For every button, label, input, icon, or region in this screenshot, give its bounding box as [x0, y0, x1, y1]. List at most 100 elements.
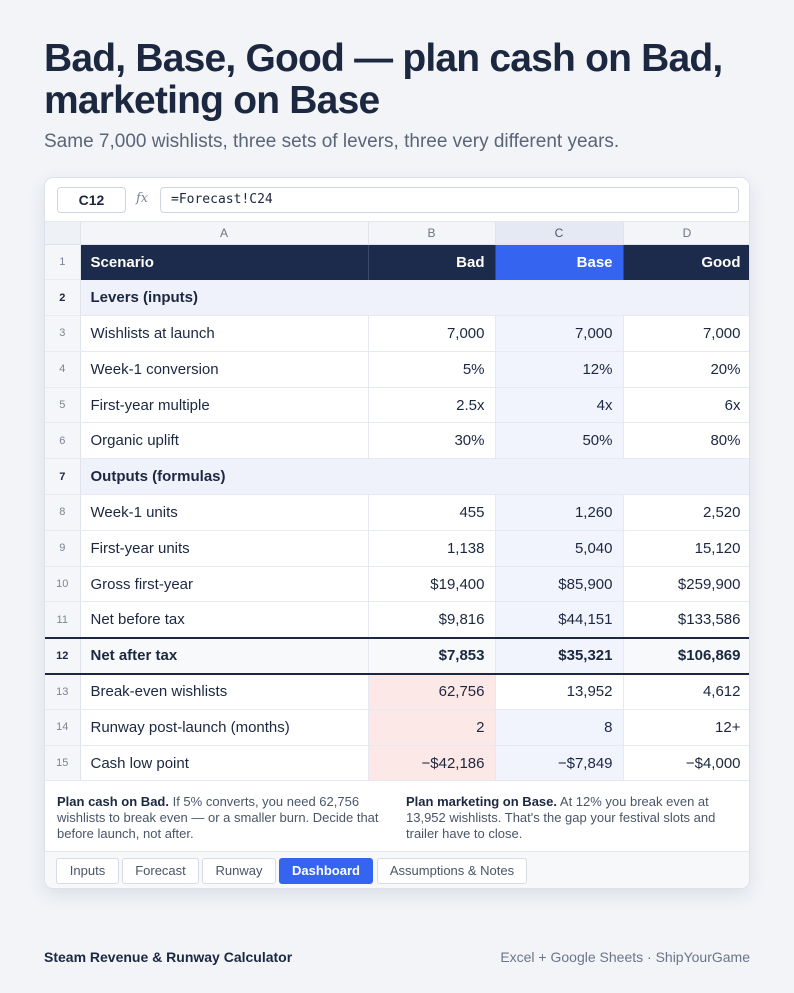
cell-good[interactable]: −$4,000	[623, 745, 749, 782]
cell-bad-header[interactable]: Bad	[368, 244, 496, 280]
cell-label[interactable]: Organic uplift	[80, 422, 369, 460]
function-icon: fx	[136, 191, 149, 206]
cell-scenario-header[interactable]: Scenario	[80, 244, 369, 280]
row-number[interactable]: 14	[45, 709, 81, 746]
cell-bad[interactable]: 2.5x	[368, 387, 496, 424]
row-number[interactable]: 12	[45, 636, 81, 675]
row-number[interactable]: 3	[45, 315, 81, 352]
cell-base[interactable]: $44,151	[495, 601, 624, 639]
cell-bad[interactable]: 2	[368, 709, 496, 746]
table-row: 15 Cash low point −$42,186 −$7,849 −$4,0…	[45, 745, 749, 782]
cell-good[interactable]: $106,869	[623, 636, 749, 675]
formula-input[interactable]: =Forecast!C24	[160, 187, 739, 213]
row-number[interactable]: 6	[45, 422, 81, 460]
cell-base[interactable]: 12%	[495, 351, 624, 388]
cell-label[interactable]: Break-even wishlists	[80, 673, 369, 710]
table-row: 10 Gross first-year $19,400 $85,900 $259…	[45, 566, 749, 603]
row-number[interactable]: 4	[45, 351, 81, 388]
tab-inputs[interactable]: Inputs	[56, 858, 119, 884]
cell-good[interactable]: 4,612	[623, 673, 749, 710]
cell-label[interactable]: Week-1 units	[80, 494, 369, 531]
cell-label[interactable]: Gross first-year	[80, 566, 369, 603]
row-number[interactable]: 5	[45, 387, 81, 424]
cell-bad[interactable]: $7,853	[368, 636, 496, 675]
row-number[interactable]: 7	[45, 458, 81, 496]
cell-bad[interactable]: 30%	[368, 422, 496, 460]
tab-runway[interactable]: Runway	[202, 858, 276, 884]
cell-bad[interactable]: $19,400	[368, 566, 496, 603]
cell-bad[interactable]: 1,138	[368, 530, 496, 567]
row-number[interactable]: 9	[45, 530, 81, 567]
page-headline: Bad, Base, Good — plan cash on Bad, mark…	[44, 37, 723, 122]
footer-product-name: Steam Revenue & Runway Calculator	[44, 949, 293, 965]
cell-bad[interactable]: 455	[368, 494, 496, 531]
cell-bad[interactable]: −$42,186	[368, 745, 496, 782]
section-row-levers: 2 Levers (inputs)	[45, 279, 749, 317]
note-bad-body: If 5% converts, you need 62,756 wishlist…	[57, 794, 379, 841]
cell-label[interactable]: Wishlists at launch	[80, 315, 369, 352]
note-base-title: Plan marketing on Base.	[406, 794, 557, 809]
note-base-body: At 12% you break even at 13,952 wishlist…	[406, 794, 716, 841]
cell-good-header[interactable]: Good	[623, 244, 749, 280]
cell-base[interactable]: 5,040	[495, 530, 624, 567]
tab-assumptions-notes[interactable]: Assumptions & Notes	[377, 858, 527, 884]
tab-dashboard[interactable]: Dashboard	[279, 858, 373, 884]
row-number[interactable]: 11	[45, 601, 81, 639]
note-bad-title: Plan cash on Bad.	[57, 794, 169, 809]
cell-good[interactable]: 15,120	[623, 530, 749, 567]
cell-label[interactable]: First-year multiple	[80, 387, 369, 424]
cell-bad[interactable]: 5%	[368, 351, 496, 388]
cell-label[interactable]: Runway post-launch (months)	[80, 709, 369, 746]
row-number[interactable]: 13	[45, 673, 81, 710]
page-subhead: Same 7,000 wishlists, three sets of leve…	[44, 131, 620, 152]
row-number[interactable]: 8	[45, 494, 81, 531]
cell-good[interactable]: 20%	[623, 351, 749, 388]
select-all-corner[interactable]	[45, 222, 81, 245]
cell-label[interactable]: First-year units	[80, 530, 369, 567]
spreadsheet-card: C12 fx =Forecast!C24 A B C D 1 Scenario …	[44, 177, 750, 889]
cell-good[interactable]: $259,900	[623, 566, 749, 603]
row-number[interactable]: 15	[45, 745, 81, 782]
tab-forecast[interactable]: Forecast	[122, 858, 199, 884]
cell-bad[interactable]: $9,816	[368, 601, 496, 639]
total-row-net-after-tax: 12 Net after tax $7,853 $35,321 $106,869	[45, 636, 749, 675]
cell-label[interactable]: Net after tax	[80, 636, 369, 675]
cell-good[interactable]: 12+	[623, 709, 749, 746]
column-header-c[interactable]: C	[495, 222, 624, 245]
cell-good[interactable]: 6x	[623, 387, 749, 424]
table-row: 5 First-year multiple 2.5x 4x 6x	[45, 387, 749, 424]
column-header-b[interactable]: B	[368, 222, 496, 245]
note-base: Plan marketing on Base. At 12% you break…	[406, 794, 741, 842]
cell-good[interactable]: 80%	[623, 422, 749, 460]
column-header-d[interactable]: D	[623, 222, 749, 245]
section-label[interactable]: Outputs (formulas)	[80, 458, 749, 496]
cell-good[interactable]: 2,520	[623, 494, 749, 531]
cell-base[interactable]: 4x	[495, 387, 624, 424]
cell-label[interactable]: Cash low point	[80, 745, 369, 782]
cell-label[interactable]: Net before tax	[80, 601, 369, 639]
cell-base[interactable]: 7,000	[495, 315, 624, 352]
row-number[interactable]: 2	[45, 279, 81, 317]
cell-bad[interactable]: 7,000	[368, 315, 496, 352]
cell-bad[interactable]: 62,756	[368, 673, 496, 710]
cell-label[interactable]: Week-1 conversion	[80, 351, 369, 388]
cell-base[interactable]: 50%	[495, 422, 624, 460]
section-label[interactable]: Levers (inputs)	[80, 279, 749, 317]
cell-base[interactable]: $85,900	[495, 566, 624, 603]
cell-reference-box[interactable]: C12	[57, 187, 126, 213]
cell-base[interactable]: 8	[495, 709, 624, 746]
cell-good[interactable]: $133,586	[623, 601, 749, 639]
row-number[interactable]: 1	[45, 244, 81, 281]
cell-base-header[interactable]: Base	[495, 244, 624, 280]
cell-good[interactable]: 7,000	[623, 315, 749, 352]
table-row: 3 Wishlists at launch 7,000 7,000 7,000	[45, 315, 749, 352]
cell-base[interactable]: −$7,849	[495, 745, 624, 782]
column-header-a[interactable]: A	[80, 222, 369, 245]
table-row: 8 Week-1 units 455 1,260 2,520	[45, 494, 749, 531]
table-row: 4 Week-1 conversion 5% 12% 20%	[45, 351, 749, 388]
section-row-outputs: 7 Outputs (formulas)	[45, 458, 749, 496]
cell-base[interactable]: 13,952	[495, 673, 624, 710]
cell-base-selected[interactable]: $35,321	[495, 636, 624, 675]
cell-base[interactable]: 1,260	[495, 494, 624, 531]
row-number[interactable]: 10	[45, 566, 81, 603]
